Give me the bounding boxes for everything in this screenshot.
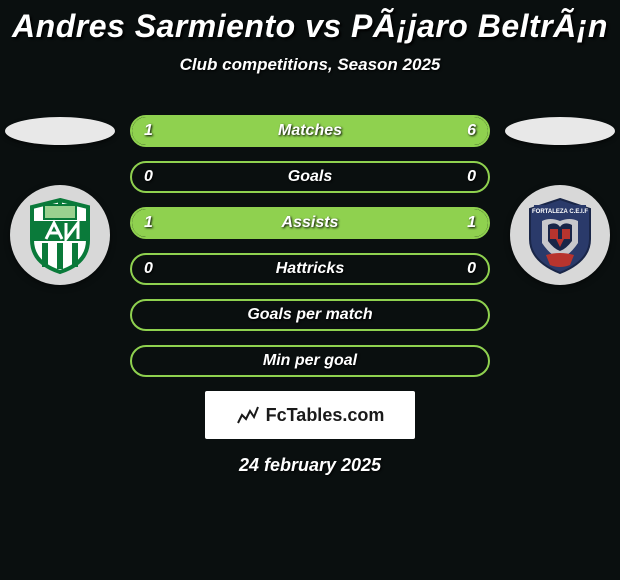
stat-row: 1 Matches 6 xyxy=(130,115,490,147)
comparison-date: 24 february 2025 xyxy=(0,455,620,476)
stat-label: Goals xyxy=(288,168,332,186)
left-club-crest xyxy=(10,185,110,285)
stat-value-left: 0 xyxy=(144,168,153,186)
fctables-logo-icon xyxy=(236,405,260,425)
atletico-nacional-crest-icon xyxy=(20,195,100,275)
stat-value-right: 1 xyxy=(467,214,476,232)
fortaleza-ceif-crest-icon: FORTALEZA C.E.I.F xyxy=(520,195,600,275)
comparison-subtitle: Club competitions, Season 2025 xyxy=(0,55,620,75)
comparison-title: Andres Sarmiento vs PÃ¡jaro BeltrÃ¡n xyxy=(0,0,620,45)
stat-label: Matches xyxy=(278,122,342,140)
stat-value-left: 1 xyxy=(144,122,153,140)
stat-value-left: 1 xyxy=(144,214,153,232)
stat-value-right: 0 xyxy=(467,260,476,278)
stat-value-right: 0 xyxy=(467,168,476,186)
right-player-column: FORTALEZA C.E.I.F xyxy=(500,115,620,285)
stat-fill-left xyxy=(132,117,182,145)
left-player-photo-oval xyxy=(5,117,115,145)
comparison-content: FORTALEZA C.E.I.F 1 Matches 6 0 Goals 0 1 Assis… xyxy=(0,115,620,476)
stat-row: 0 Goals 0 xyxy=(130,161,490,193)
stat-label: Hattricks xyxy=(276,260,344,278)
stat-row: Min per goal xyxy=(130,345,490,377)
stat-value-right: 6 xyxy=(467,122,476,140)
stat-row: Goals per match xyxy=(130,299,490,331)
brand-text: FcTables.com xyxy=(266,405,385,426)
stat-label: Assists xyxy=(282,214,339,232)
right-player-photo-oval xyxy=(505,117,615,145)
stat-row: 1 Assists 1 xyxy=(130,207,490,239)
stat-label: Min per goal xyxy=(263,352,357,370)
svg-text:FORTALEZA C.E.I.F: FORTALEZA C.E.I.F xyxy=(532,209,588,215)
left-player-column xyxy=(0,115,120,285)
stat-value-left: 0 xyxy=(144,260,153,278)
stat-row: 0 Hattricks 0 xyxy=(130,253,490,285)
right-club-crest: FORTALEZA C.E.I.F xyxy=(510,185,610,285)
brand-attribution: FcTables.com xyxy=(205,391,415,439)
stat-rows: 1 Matches 6 0 Goals 0 1 Assists 1 0 Hattricks 0 Goal… xyxy=(130,115,490,377)
stat-label: Goals per match xyxy=(247,306,372,324)
